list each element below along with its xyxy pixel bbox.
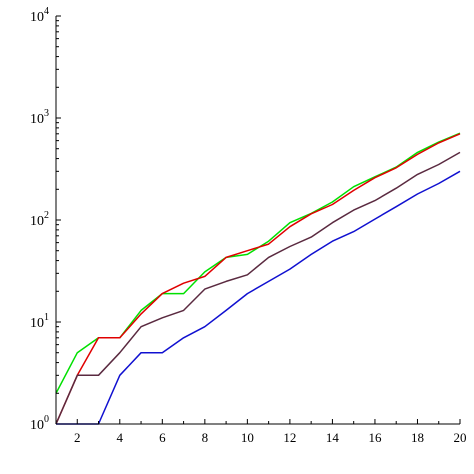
y-tick-base: 10 [30, 10, 44, 25]
x-tick-label: 8 [202, 430, 209, 445]
y-tick-base: 10 [30, 214, 44, 229]
y-tick-exponent: 0 [44, 414, 49, 425]
y-tick-exponent: 2 [44, 210, 49, 221]
x-tick-label: 12 [283, 430, 296, 445]
y-tick-base: 10 [30, 112, 44, 127]
x-tick-label: 10 [241, 430, 254, 445]
series-line-4 [56, 170, 461, 425]
y-tick-exponent: 1 [44, 312, 49, 323]
x-tick-label: 20 [454, 430, 467, 445]
y-tick-label: 102 [30, 210, 49, 229]
axis-layer [55, 16, 460, 425]
series-layer [55, 132, 461, 425]
y-tick-label: 101 [30, 312, 49, 331]
y-tick-base: 10 [30, 316, 44, 331]
series-line-1 [55, 132, 461, 394]
x-tick-label: 4 [117, 430, 124, 445]
x-tick-label: 6 [159, 430, 166, 445]
y-tick-base: 10 [30, 418, 44, 433]
y-tick-exponent: 3 [44, 108, 49, 119]
series-line-2 [55, 133, 461, 425]
y-tick-label: 100 [30, 414, 49, 433]
y-tick-label: 104 [30, 6, 49, 25]
x-tick-label: 18 [411, 430, 424, 445]
x-tick-label: 2 [74, 430, 81, 445]
y-tick-label: 103 [30, 108, 49, 127]
x-tick-layer: 2 4 6 8 10 12 14 16 18 20 [55, 419, 467, 445]
x-tick-label: 16 [368, 430, 382, 445]
x-tick-label: 14 [326, 430, 340, 445]
y-tick-exponent: 4 [44, 6, 49, 17]
series-line-3 [55, 151, 461, 425]
